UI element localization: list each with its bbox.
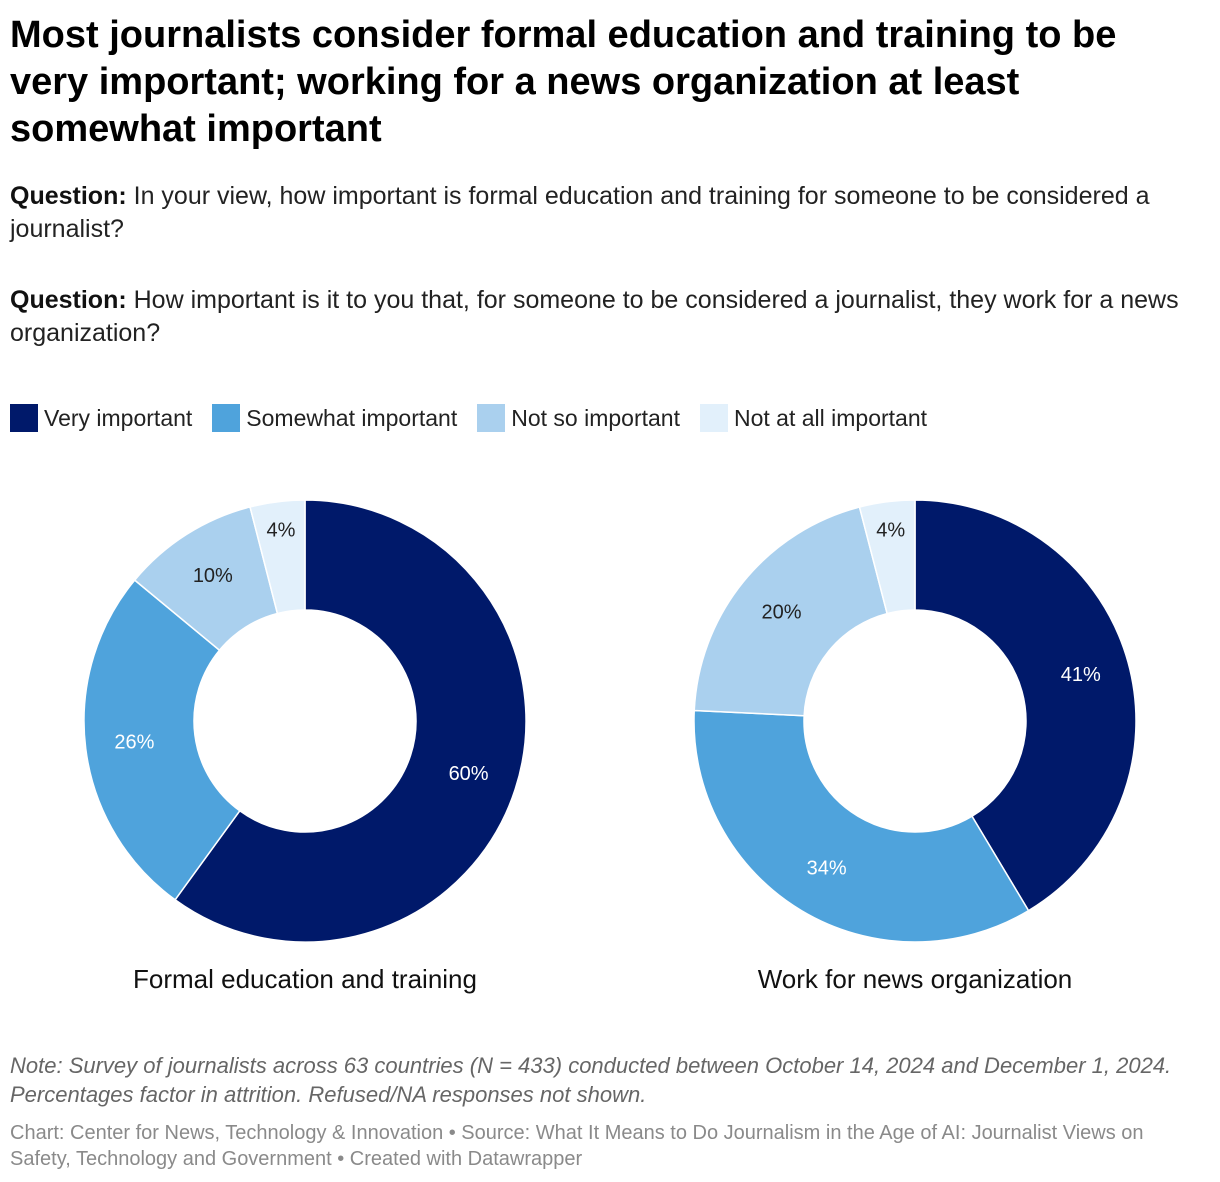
legend-item-not-at-all-important: Not at all important: [699, 404, 928, 432]
question-1-text: In your view, how important is formal ed…: [10, 182, 1150, 243]
chart-name-formal-education: Formal education and training: [133, 964, 477, 994]
legend: Very important Somewhat important Not so…: [10, 404, 947, 432]
donut-news-organization: 41% 34% 20% 4% Work for news organization: [693, 499, 1137, 994]
legend-label-very-important: Very important: [44, 404, 193, 431]
slice-news-organization-very-important: [914, 499, 1137, 912]
legend-item-somewhat-important: Somewhat important: [212, 404, 457, 432]
legend-swatch-very-important: [10, 404, 38, 432]
slice-label-formal-education-not-so-important: 10%: [193, 565, 233, 587]
slice-label-news-organization-somewhat-important: 34%: [807, 858, 847, 880]
donut-formal-education: 60% 26% 10% 4% Formal education and training: [83, 499, 527, 994]
chart-credit: Chart: Center for News, Technology & Inn…: [10, 1122, 1144, 1170]
slice-formal-education-very-important: [174, 499, 527, 943]
slice-news-organization-not-so-important: [693, 506, 889, 717]
slice-news-organization-not-at-all-important: [858, 499, 916, 615]
legend-swatch-not-so-important: [477, 404, 506, 432]
question-1: Question: In your view, how important is…: [10, 180, 1205, 246]
chart-title: Most journalists consider formal educati…: [10, 14, 1117, 150]
slice-formal-education-not-at-all-important: [249, 499, 306, 615]
slice-label-news-organization-very-important: 41%: [1061, 664, 1101, 686]
slice-label-formal-education-very-important: 60%: [449, 763, 489, 785]
legend-item-not-so-important: Not so important: [477, 404, 680, 432]
legend-label-somewhat-important: Somewhat important: [246, 404, 458, 431]
legend-item-very-important: Very important: [10, 404, 192, 432]
donut-charts: 60% 26% 10% 4% Formal education and training…: [83, 499, 1137, 994]
chart-name-news-organization: Work for news organization: [758, 964, 1073, 994]
slice-formal-education-somewhat-important: [83, 579, 241, 901]
slice-news-organization-somewhat-important: [693, 709, 1030, 943]
slice-label-news-organization-not-at-all-important: 4%: [876, 520, 905, 542]
legend-swatch-not-at-all-important: [699, 404, 728, 432]
question-2-text: How important is it to you that, for som…: [10, 286, 1179, 347]
question-2: Question: How important is it to you tha…: [10, 284, 1205, 350]
question-1-prefix: Question:: [10, 182, 127, 210]
slice-label-formal-education-somewhat-important: 26%: [114, 732, 154, 754]
legend-label-not-at-all-important: Not at all important: [733, 404, 928, 431]
chart-note: Note: Survey of journalists across 63 co…: [10, 1053, 1172, 1107]
question-2-prefix: Question:: [10, 286, 127, 314]
slice-label-formal-education-not-at-all-important: 4%: [266, 520, 295, 542]
slice-label-news-organization-not-so-important: 20%: [761, 602, 801, 624]
legend-swatch-somewhat-important: [212, 404, 241, 432]
legend-label-not-so-important: Not so important: [511, 404, 680, 431]
